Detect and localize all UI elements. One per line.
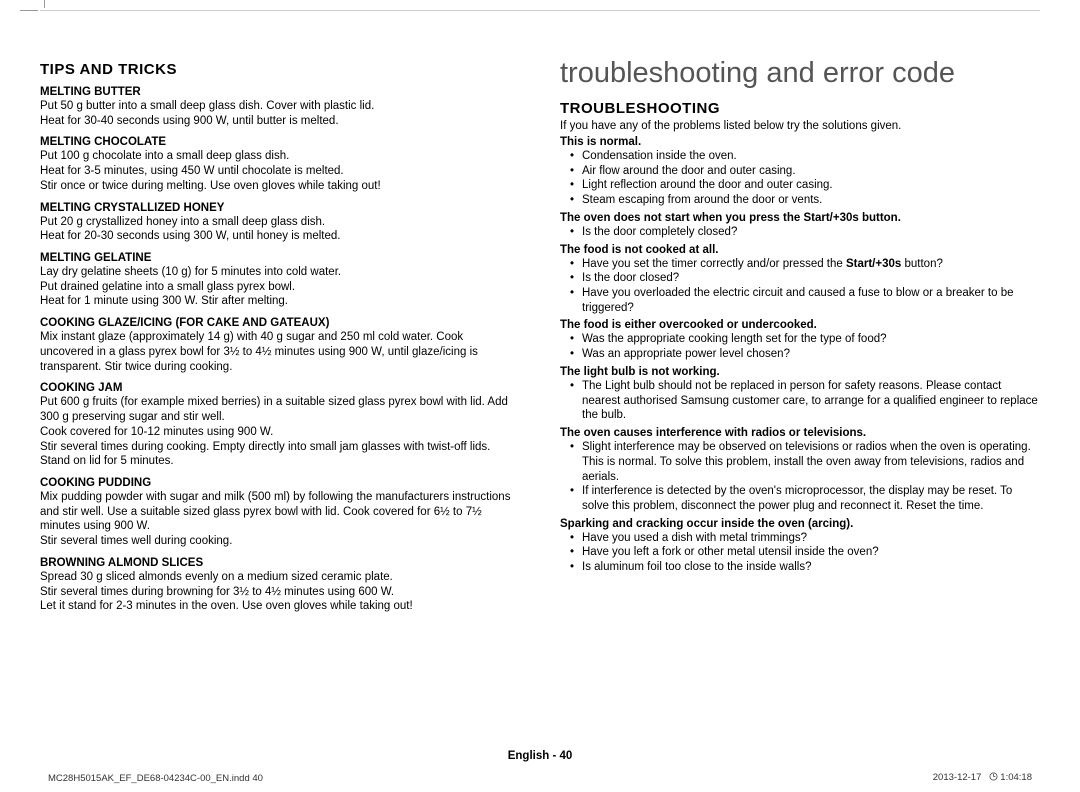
troubleshooting-bullets: Is the door completely closed?: [560, 225, 1040, 240]
list-item: Is aluminum foil too close to the inside…: [560, 560, 1040, 575]
troubleshooting-bullets: Slight interference may be observed on t…: [560, 440, 1040, 514]
tip-heading: COOKING JAM: [40, 382, 520, 394]
list-item: Have you used a dish with metal trimming…: [560, 531, 1040, 546]
left-column: TIPS AND TRICKS MELTING BUTTERPut 50 g b…: [40, 61, 520, 614]
tip-body-line: Put 50 g butter into a small deep glass …: [40, 99, 520, 114]
troubleshooting-list: This is normal.Condensation inside the o…: [560, 136, 1040, 575]
tip-body-line: Stir several times during cooking. Empty…: [40, 440, 520, 469]
list-item: Slight interference may be observed on t…: [560, 440, 1040, 484]
tip-heading: MELTING CRYSTALLIZED HONEY: [40, 202, 520, 214]
tip-body-line: Heat for 30-40 seconds using 900 W, unti…: [40, 114, 520, 129]
list-item: Is the door closed?: [560, 271, 1040, 286]
list-item: If interference is detected by the oven'…: [560, 484, 1040, 513]
list-item: Have you overloaded the electric circuit…: [560, 286, 1040, 315]
tip-heading: BROWNING ALMOND SLICES: [40, 557, 520, 569]
tip-body-line: Stir once or twice during melting. Use o…: [40, 179, 520, 194]
tip-heading: MELTING GELATINE: [40, 252, 520, 264]
list-item: Have you left a fork or other metal uten…: [560, 545, 1040, 560]
troubleshooting-heading: This is normal.: [560, 136, 1040, 148]
list-item: Was the appropriate cooking length set f…: [560, 332, 1040, 347]
two-column-layout: TIPS AND TRICKS MELTING BUTTERPut 50 g b…: [40, 61, 1040, 614]
troubleshooting-intro: If you have any of the problems listed b…: [560, 120, 1040, 132]
troubleshooting-heading: Sparking and cracking occur inside the o…: [560, 518, 1040, 530]
troubleshooting-heading: The food is either overcooked or underco…: [560, 319, 1040, 331]
troubleshooting-heading: The light bulb is not working.: [560, 366, 1040, 378]
list-item: Light reflection around the door and out…: [560, 178, 1040, 193]
tip-body-line: Let it stand for 2-3 minutes in the oven…: [40, 599, 520, 614]
list-item: Was an appropriate power level chosen?: [560, 347, 1040, 362]
tip-body-line: Mix instant glaze (approximately 14 g) w…: [40, 330, 520, 374]
tip-body-line: Heat for 3-5 minutes, using 450 W until …: [40, 164, 520, 179]
section-title-tips: TIPS AND TRICKS: [40, 61, 520, 78]
tip-body-line: Heat for 1 minute using 300 W. Stir afte…: [40, 294, 520, 309]
crop-mark: [20, 10, 38, 11]
tip-body-line: Lay dry gelatine sheets (10 g) for 5 min…: [40, 265, 520, 280]
list-item: Steam escaping from around the door or v…: [560, 193, 1040, 208]
troubleshooting-bullets: Condensation inside the oven.Air flow ar…: [560, 149, 1040, 208]
page-footer-right: 2013-12-17 1:04:18: [933, 772, 1032, 784]
page-footer-center: English - 40: [0, 750, 1080, 762]
chapter-title: troubleshooting and error code: [560, 57, 1040, 90]
tip-body-line: Put 600 g fruits (for example mixed berr…: [40, 395, 520, 424]
tip-body-line: Stir several times during browning for 3…: [40, 585, 520, 600]
manual-page: TIPS AND TRICKS MELTING BUTTERPut 50 g b…: [40, 10, 1040, 750]
list-item: The Light bulb should not be replaced in…: [560, 379, 1040, 423]
tip-body-line: Heat for 20-30 seconds using 300 W, unti…: [40, 229, 520, 244]
tip-heading: MELTING CHOCOLATE: [40, 136, 520, 148]
tip-body-line: Stir several times well during cooking.: [40, 534, 520, 549]
tips-list: MELTING BUTTERPut 50 g butter into a sma…: [40, 86, 520, 614]
troubleshooting-heading: The oven does not start when you press t…: [560, 212, 1040, 224]
list-item: Is the door completely closed?: [560, 225, 1040, 240]
list-item: Have you set the timer correctly and/or …: [560, 257, 1040, 272]
troubleshooting-bullets: The Light bulb should not be replaced in…: [560, 379, 1040, 423]
crop-mark: [44, 0, 45, 8]
tip-body-line: Mix pudding powder with sugar and milk (…: [40, 490, 520, 534]
troubleshooting-bullets: Have you set the timer correctly and/or …: [560, 257, 1040, 316]
tip-body-line: Put 100 g chocolate into a small deep gl…: [40, 149, 520, 164]
list-item: Air flow around the door and outer casin…: [560, 164, 1040, 179]
footer-time: 1:04:18: [1000, 772, 1032, 783]
tip-body-line: Put 20 g crystallized honey into a small…: [40, 215, 520, 230]
troubleshooting-heading: The oven causes interference with radios…: [560, 427, 1040, 439]
troubleshooting-bullets: Was the appropriate cooking length set f…: [560, 332, 1040, 361]
tip-body-line: Spread 30 g sliced almonds evenly on a m…: [40, 570, 520, 585]
right-column: troubleshooting and error code TROUBLESH…: [560, 61, 1040, 614]
tip-heading: COOKING GLAZE/ICING (FOR CAKE AND GATEAU…: [40, 317, 520, 329]
tip-body-line: Put drained gelatine into a small glass …: [40, 280, 520, 295]
clock-icon: [989, 772, 998, 784]
troubleshooting-heading: The food is not cooked at all.: [560, 244, 1040, 256]
tip-heading: COOKING PUDDING: [40, 477, 520, 489]
tip-body-line: Cook covered for 10-12 minutes using 900…: [40, 425, 520, 440]
footer-date: 2013-12-17: [933, 772, 982, 783]
page-footer-left: MC28H5015AK_EF_DE68-04234C-00_EN.indd 40: [48, 773, 263, 784]
tip-heading: MELTING BUTTER: [40, 86, 520, 98]
section-title-troubleshooting: TROUBLESHOOTING: [560, 100, 1040, 117]
list-item: Condensation inside the oven.: [560, 149, 1040, 164]
troubleshooting-bullets: Have you used a dish with metal trimming…: [560, 531, 1040, 575]
